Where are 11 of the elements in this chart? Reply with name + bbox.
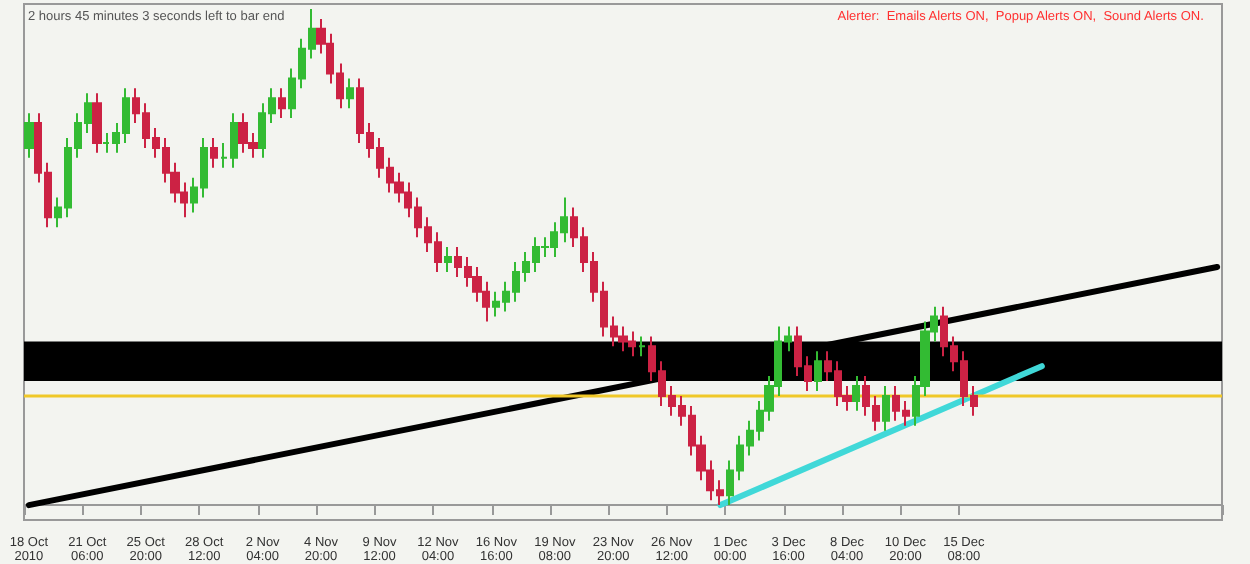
candlestick — [210, 136, 218, 169]
candlestick — [346, 77, 354, 110]
candlestick — [278, 87, 286, 120]
candlestick — [618, 325, 628, 353]
candlestick — [814, 350, 822, 392]
candlestick — [852, 375, 860, 412]
candlestick — [92, 92, 102, 154]
candlestick — [24, 112, 34, 159]
candlestick — [444, 246, 452, 273]
candlestick — [882, 385, 890, 432]
candlestick — [638, 335, 646, 358]
